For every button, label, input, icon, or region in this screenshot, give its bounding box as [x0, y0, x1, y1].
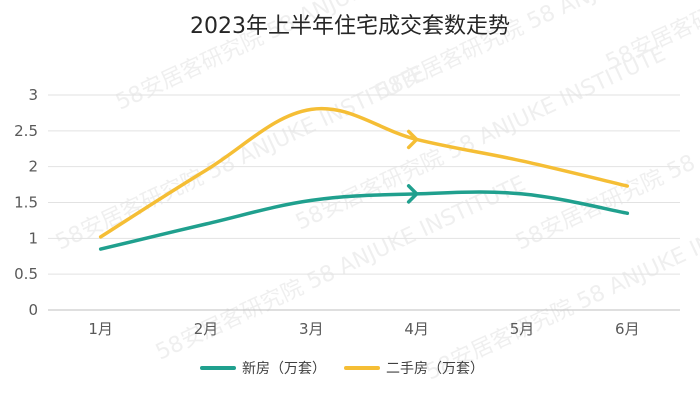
watermark-text: 58安居客研究院 58 ANJUKE INSTITUTE: [52, 62, 430, 256]
legend-label-2: 二手房（万套）: [386, 361, 484, 377]
y-tick-label: 1: [28, 229, 38, 247]
chart-title: 2023年上半年住宅成交套数走势: [190, 14, 510, 39]
legend-label-1: 新房（万套）: [242, 361, 326, 377]
y-tick-label: 2: [28, 158, 38, 176]
series-line-2: [98, 106, 630, 239]
y-tick-label: 1.5: [14, 194, 38, 212]
y-tick-label: 3: [28, 86, 38, 104]
y-tick-label: 0: [28, 301, 38, 319]
x-tick-label: 2月: [194, 320, 219, 338]
x-tick-label: 4月: [404, 320, 429, 338]
x-tick-label: 6月: [615, 320, 640, 338]
series-arrow-2: [406, 129, 419, 150]
x-tick-label: 3月: [299, 320, 324, 338]
x-tick-label: 5月: [510, 320, 535, 338]
y-tick-label: 0.5: [14, 265, 38, 283]
x-tick-label: 1月: [88, 320, 113, 338]
series-line-1: [98, 190, 630, 251]
series-arrow-1: [406, 184, 419, 204]
y-tick-label: 2.5: [14, 122, 38, 140]
